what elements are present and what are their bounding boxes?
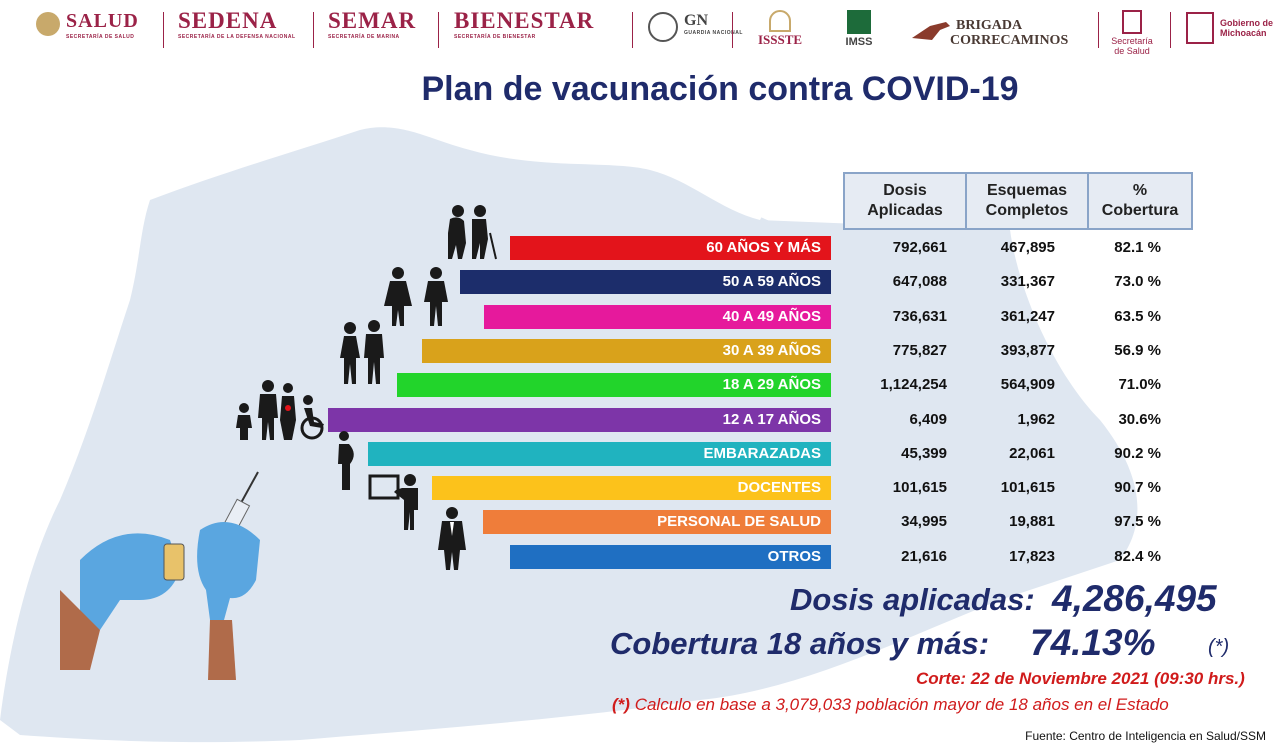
semar-logo: SEMAR SECRETARÍA DE MARINA	[328, 8, 416, 40]
cell-cobertura: 90.7 %	[1114, 479, 1161, 496]
column-header-cobertura-line1: %	[1132, 182, 1148, 199]
cell-cobertura: 30.6%	[1118, 411, 1161, 428]
category-bar: 30 A 39 AÑOS	[422, 339, 831, 363]
column-header-dosis: Dosis Aplicadas	[843, 172, 967, 230]
adult-couple-icon	[384, 267, 448, 326]
cell-esquemas: 19,881	[1009, 513, 1055, 530]
category-bar: 50 A 59 AÑOS	[460, 270, 831, 294]
column-header-cobertura-line2: Cobertura	[1101, 202, 1179, 219]
bienestar-logo: BIENESTAR SECRETARÍA DE BIENESTAR	[454, 8, 594, 40]
brigada-logo-text2: CORRECAMINOS	[950, 33, 1069, 48]
cell-esquemas: 17,823	[1009, 548, 1055, 565]
cell-cobertura: 97.5 %	[1114, 513, 1161, 530]
semar-logo-text: SEMAR	[328, 8, 417, 33]
cell-dosis: 775,827	[892, 342, 947, 359]
column-header-esquemas-line2: Completos	[985, 202, 1069, 219]
cell-cobertura: 90.2 %	[1114, 445, 1161, 462]
calculo-note-text: Calculo en base a 3,079,033 población ma…	[634, 695, 1169, 714]
cell-cobertura: 56.9 %	[1114, 342, 1161, 359]
cell-esquemas: 393,877	[1000, 342, 1055, 359]
bienestar-logo-sub: SECRETARÍA DE BIENESTAR	[454, 34, 536, 40]
ss-logo-text2: de Salud	[1114, 46, 1150, 56]
total-dosis-value: 4,286,495	[1052, 578, 1217, 619]
logo-strip: SALUD SECRETARÍA DE SALUD SEDENA SECRETA…	[0, 0, 1280, 62]
gn-logo-text: GN	[684, 12, 708, 29]
cell-esquemas: 331,367	[1000, 273, 1055, 290]
cell-dosis: 21,616	[901, 548, 947, 565]
brigada-logo-text1: BRIGADA	[956, 18, 1023, 33]
ss-logo-text1: Secretaría	[1111, 36, 1153, 46]
category-bar: 12 A 17 AÑOS	[328, 408, 831, 432]
pregnant-woman-icon	[338, 431, 354, 490]
source-note: Fuente: Centro de Inteligencia en Salud/…	[1025, 729, 1266, 743]
cell-esquemas: 467,895	[1000, 239, 1055, 256]
michoacan-map-background	[0, 127, 1138, 743]
issste-logo: ISSSTE	[748, 10, 812, 47]
ss-logo: Secretaría de Salud	[1108, 10, 1156, 56]
cell-esquemas: 22,061	[1009, 445, 1055, 462]
cell-esquemas: 564,909	[1000, 376, 1055, 393]
brigada-logo: BRIGADA CORRECAMINOS	[910, 18, 1068, 48]
category-bar: DOCENTES	[432, 476, 831, 500]
calculo-note-mark: (*)	[612, 695, 630, 714]
cell-cobertura: 63.5 %	[1114, 308, 1161, 325]
column-header-esquemas: Esquemas Completos	[965, 172, 1089, 230]
young-adults-icon	[340, 320, 384, 384]
gn-logo: GN GUARDIA NACIONAL	[648, 12, 743, 42]
cell-dosis: 45,399	[901, 445, 947, 462]
cobertura-note: (*)	[1208, 636, 1230, 658]
cell-dosis: 1,124,254	[880, 376, 947, 393]
salud-logo-text: SALUD	[66, 10, 139, 32]
teacher-icon	[368, 474, 418, 530]
issste-logo-text: ISSSTE	[757, 32, 803, 47]
category-bar: PERSONAL DE SALUD	[483, 510, 831, 534]
vaccine-hands-illustration	[60, 471, 260, 680]
semar-logo-sub: SECRETARÍA DE MARINA	[328, 34, 400, 40]
health-worker-icon	[438, 507, 466, 570]
column-header-cobertura: % Cobertura	[1087, 172, 1193, 230]
category-bar: 40 A 49 AÑOS	[484, 305, 831, 329]
cell-esquemas: 361,247	[1000, 308, 1055, 325]
sedena-logo-text: SEDENA	[178, 8, 278, 33]
elderly-couple-icon	[448, 205, 497, 260]
cobertura-value: 74.13%	[1030, 622, 1156, 663]
cell-dosis: 101,615	[892, 479, 947, 496]
cell-dosis: 6,409	[909, 411, 947, 428]
gn-logo-sub: GUARDIA NACIONAL	[684, 30, 743, 36]
cell-dosis: 792,661	[892, 239, 947, 256]
family-icon	[236, 380, 324, 440]
roadrunner-icon	[912, 22, 950, 40]
total-dosis-label: Dosis aplicadas:	[790, 582, 1035, 617]
michoacan-logo-text2: Michoacán	[1220, 28, 1267, 38]
salud-logo: SALUD SECRETARÍA DE SALUD	[36, 8, 139, 40]
cobertura-label: Cobertura 18 años y más:	[610, 626, 990, 661]
imss-logo-text: IMSS	[845, 36, 873, 48]
cell-cobertura: 82.1 %	[1114, 239, 1161, 256]
column-header-dosis-line1: Dosis	[883, 182, 927, 199]
cell-esquemas: 1,962	[1017, 411, 1055, 428]
cell-cobertura: 82.4 %	[1114, 548, 1161, 565]
cell-dosis: 647,088	[892, 273, 947, 290]
cell-dosis: 736,631	[892, 308, 947, 325]
page-title: Plan de vacunación contra COVID-19	[421, 70, 1019, 108]
column-header-dosis-line2: Aplicadas	[867, 202, 943, 219]
michoacan-logo-text1: Gobierno de	[1220, 18, 1274, 28]
category-bar: EMBARAZADAS	[368, 442, 831, 466]
cell-esquemas: 101,615	[1000, 479, 1055, 496]
sedena-logo-sub: SECRETARÍA DE LA DEFENSA NACIONAL	[178, 34, 296, 40]
category-bar: OTROS	[510, 545, 831, 569]
cell-cobertura: 73.0 %	[1114, 273, 1161, 290]
corte-date: Corte: 22 de Noviembre 2021 (09:30 hrs.)	[916, 669, 1245, 688]
sedena-logo: SEDENA SECRETARÍA DE LA DEFENSA NACIONAL	[178, 8, 296, 40]
salud-logo-sub: SECRETARÍA DE SALUD	[66, 34, 135, 40]
bienestar-logo-text: BIENESTAR	[454, 8, 595, 33]
cell-dosis: 34,995	[901, 513, 947, 530]
michoacan-logo: Gobierno de Michoacán	[1186, 10, 1276, 44]
calculo-note: (*) Calculo en base a 3,079,033 població…	[612, 695, 1169, 715]
category-bar: 18 A 29 AÑOS	[397, 373, 831, 397]
cell-cobertura: 71.0%	[1118, 376, 1161, 393]
category-bar: 60 AÑOS Y MÁS	[510, 236, 831, 260]
imss-logo: IMSS	[836, 10, 882, 48]
column-header-esquemas-line1: Esquemas	[986, 182, 1068, 199]
